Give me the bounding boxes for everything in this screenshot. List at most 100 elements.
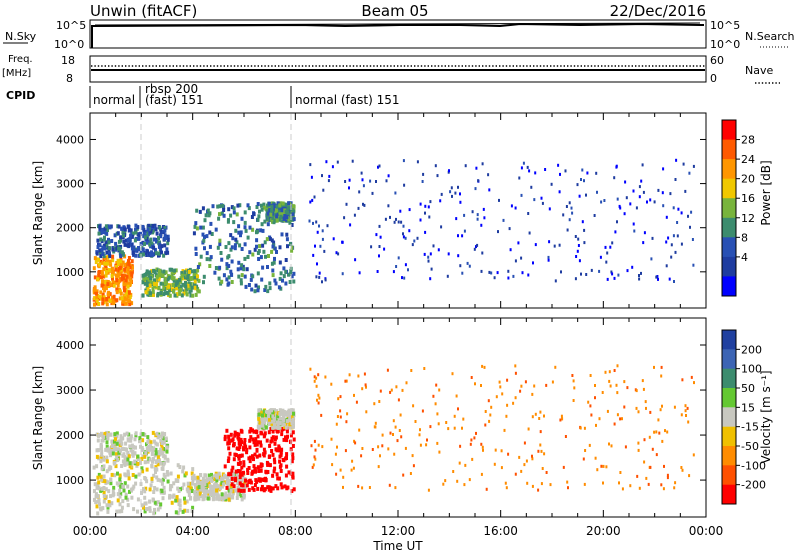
velocity-cell — [255, 442, 259, 447]
velocity-cell — [223, 464, 227, 469]
velocity-cell — [166, 457, 170, 462]
velocity-cell — [318, 396, 321, 400]
velocity-cell — [381, 433, 384, 437]
velocity-cell — [206, 484, 210, 489]
power-cell — [112, 294, 116, 299]
velocity-cell — [150, 476, 154, 481]
power-cell — [174, 268, 178, 273]
power-cell — [270, 249, 274, 254]
power-cell — [336, 160, 339, 164]
velocity-cell — [238, 460, 242, 465]
power-cell — [583, 179, 585, 183]
power-cell — [446, 274, 449, 278]
velocity-cell — [249, 455, 252, 460]
velocity-cell — [119, 480, 122, 485]
power-cell — [261, 243, 265, 248]
power-cell — [106, 270, 110, 275]
velocity-cell — [291, 417, 295, 422]
freq-tick-left-bottom: 8 — [66, 72, 73, 85]
velocity-cell — [285, 429, 289, 434]
velocity-cell — [469, 442, 472, 446]
velocity-cell — [104, 447, 108, 452]
velocity-cell — [661, 439, 664, 443]
power-cell — [222, 208, 226, 212]
velocity-cell — [148, 443, 152, 448]
velocity-cell — [335, 422, 338, 426]
power-cell — [278, 203, 282, 208]
velocity-cell — [109, 477, 113, 482]
power-cell — [149, 229, 153, 234]
power-cell — [146, 287, 150, 292]
velocity-cell — [254, 478, 258, 483]
power-cell — [195, 284, 199, 289]
power-cell — [235, 212, 239, 217]
velocity-cell — [258, 453, 262, 458]
cpid-segment-rbsp-fast: (fast) 151 — [145, 93, 204, 107]
velocity-cell — [178, 498, 182, 503]
power-cell — [193, 224, 197, 229]
power-cell — [97, 302, 101, 306]
power-cell — [568, 218, 571, 222]
velocity-cell — [154, 459, 158, 464]
velocity-cell — [267, 455, 271, 459]
velocity-cell — [251, 454, 254, 459]
velocity-cell — [162, 490, 166, 495]
velocity-cell — [160, 489, 164, 494]
velocity-cell — [263, 431, 267, 436]
velocity-cell — [142, 487, 145, 491]
velocity-cell — [234, 488, 238, 493]
velocity-cell — [187, 489, 191, 494]
power-cell — [558, 190, 561, 194]
power-cell — [268, 236, 272, 241]
power-cell — [178, 291, 182, 296]
power-cell — [208, 257, 212, 262]
velocity-cell — [154, 470, 157, 474]
power-cell — [230, 280, 234, 284]
velocity-cell — [231, 491, 235, 496]
power-cell — [247, 283, 251, 287]
velocity-cell — [225, 481, 229, 485]
power-cell — [225, 262, 229, 267]
colorbar-band — [722, 159, 736, 180]
power-cell — [416, 160, 419, 164]
velocity-cell — [255, 454, 259, 459]
velocity-cell — [165, 445, 169, 450]
velocity-cell — [220, 480, 224, 485]
velocity-cell — [545, 471, 548, 474]
power-cell — [126, 237, 130, 242]
velocity-cell — [176, 479, 180, 483]
power-cell — [238, 243, 242, 248]
velocity-cell — [180, 486, 184, 491]
velocity-cell — [418, 433, 421, 437]
velocity-cell — [99, 459, 103, 464]
power-cell — [154, 227, 158, 232]
velocity-cell — [386, 368, 389, 372]
power-cell — [229, 233, 233, 238]
velocity-cell — [533, 384, 536, 388]
colorbar-band — [722, 446, 736, 466]
velocity-cell — [684, 404, 687, 408]
power-cell — [164, 236, 168, 241]
power-cell — [152, 245, 156, 250]
power-cell — [116, 262, 120, 266]
velocity-cell — [615, 383, 618, 387]
velocity-cell — [470, 376, 473, 379]
velocity-cell — [584, 449, 587, 452]
power-cell — [517, 241, 520, 245]
velocity-cell — [242, 493, 246, 498]
power-cell — [172, 278, 176, 283]
power-cell — [141, 273, 145, 278]
velocity-cell — [153, 486, 157, 490]
power-cell — [262, 249, 266, 254]
power-cell — [440, 192, 443, 196]
power-cell — [243, 242, 247, 247]
velocity-cell — [279, 450, 283, 455]
power-cell — [615, 164, 618, 168]
velocity-ylabel: Slant Range [km] — [31, 366, 45, 470]
power-cell — [541, 201, 544, 205]
power-cell — [580, 178, 582, 181]
power-cell — [136, 232, 140, 237]
power-cell — [617, 273, 620, 277]
velocity-cell — [174, 498, 178, 503]
power-cell — [676, 221, 679, 224]
